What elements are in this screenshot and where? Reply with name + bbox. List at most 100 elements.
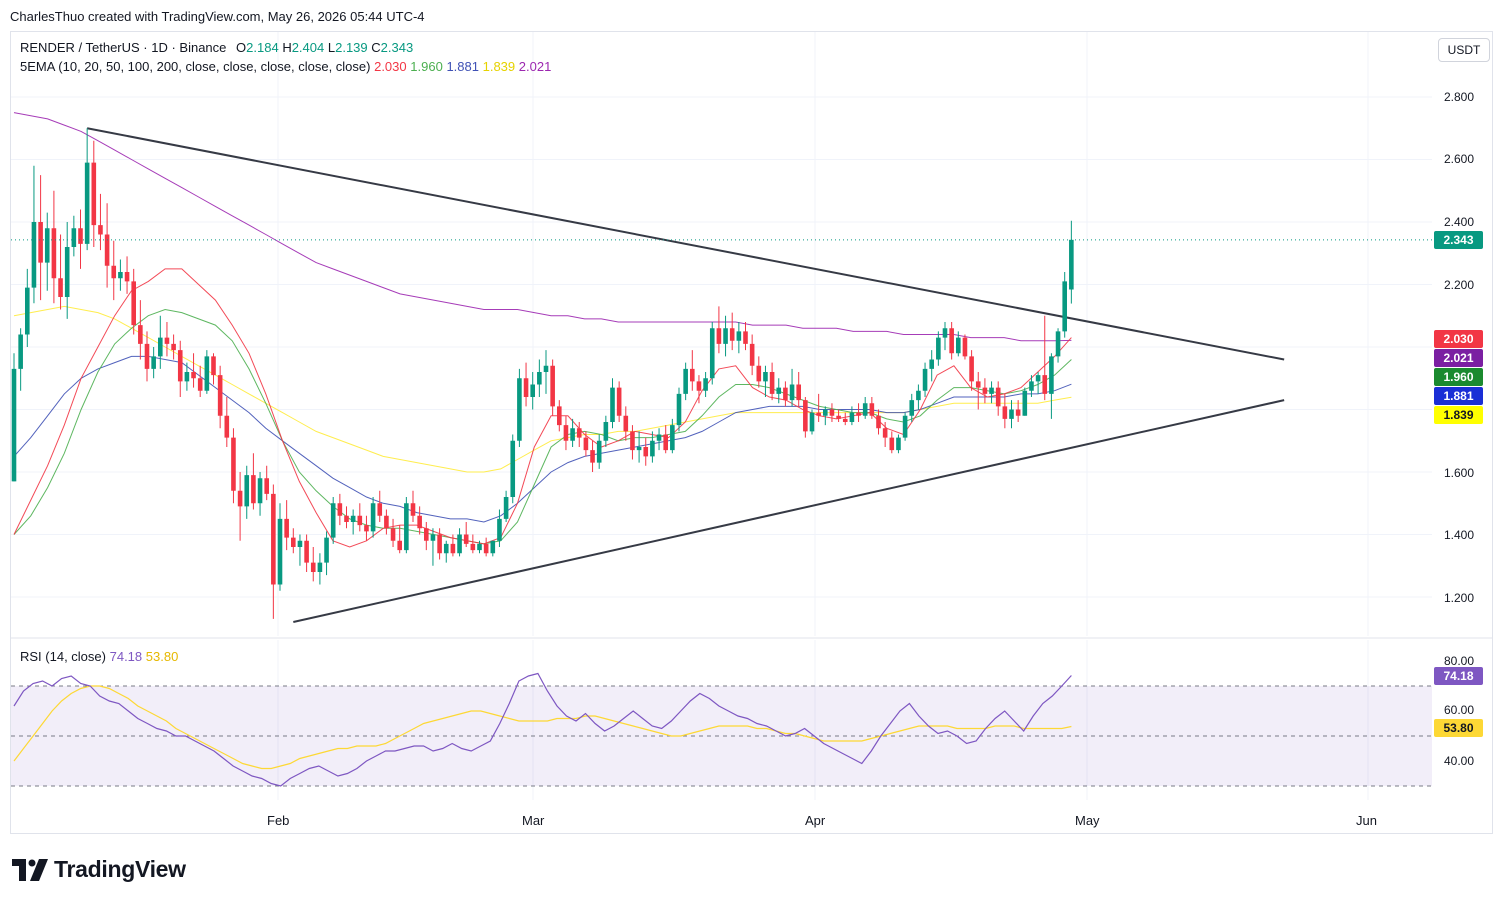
candle-body [1055, 331, 1061, 357]
candle-body [670, 425, 675, 451]
candle-body [144, 343, 150, 369]
candle-body [204, 356, 210, 391]
rsi-label: RSI (14, close) [20, 649, 106, 664]
ema-label: 5EMA (10, 20, 50, 100, 200, close, close… [20, 59, 371, 74]
candle-body [1069, 239, 1074, 290]
rsi-lines [13, 672, 1072, 787]
candle-body [370, 503, 376, 532]
close-value: 2.343 [380, 40, 414, 55]
candle-body [703, 378, 708, 391]
candle-body [969, 356, 974, 382]
candle-body [1009, 409, 1014, 419]
candle-body [1042, 375, 1048, 394]
candle-body [995, 387, 1001, 407]
candle-body [164, 337, 170, 344]
candle-body [158, 337, 163, 357]
candle-body [922, 368, 928, 391]
tradingview-logo[interactable]: TradingView [12, 856, 186, 883]
candle-body [397, 540, 402, 551]
ema20-value: 1.960 [410, 59, 443, 74]
tradingview-logo-icon [12, 858, 48, 881]
candle-body [237, 490, 243, 507]
descending-resistance-trendline [86, 127, 1285, 361]
candle-body [716, 328, 722, 344]
candle-body [563, 425, 569, 441]
candle-body [909, 400, 915, 416]
candle-body [443, 543, 449, 554]
candle-body [324, 537, 329, 563]
candle-body [550, 365, 555, 407]
candle-body [424, 528, 429, 541]
candle-body [151, 356, 156, 369]
currency-button[interactable]: USDT [1438, 38, 1490, 62]
candle-body [18, 334, 23, 369]
candle-body [756, 365, 762, 382]
x-tick-jun: Jun [1356, 813, 1377, 828]
grid [11, 32, 1492, 800]
close-label: C [371, 40, 381, 55]
candle-body [956, 337, 961, 354]
candle-body [929, 359, 934, 369]
ema-legend[interactable]: 5EMA (10, 20, 50, 100, 200, close, close… [20, 59, 551, 74]
candle-body [796, 384, 801, 401]
candle-body [1022, 390, 1028, 416]
candle-body [690, 368, 695, 382]
candle-body [557, 406, 562, 426]
candle-body [437, 534, 442, 554]
chart-frame [10, 31, 1493, 834]
candle-body [876, 415, 881, 429]
candle-body [1029, 381, 1034, 391]
rsi-ma-value: 53.80 [145, 649, 179, 664]
candle-body [803, 400, 808, 432]
candle-body [197, 378, 203, 391]
candle-body [650, 440, 655, 457]
price-tick: 2.800 [1444, 90, 1475, 104]
low-label: L [327, 40, 336, 55]
ema100-tag: 1.839 [1434, 406, 1483, 424]
ema-10-line [13, 268, 1072, 548]
ema-100-line [13, 305, 1072, 473]
ema-200-line [13, 112, 1072, 342]
ema20-tag: 1.960 [1434, 368, 1483, 386]
ema-20-line [13, 308, 1072, 545]
candle-body [244, 475, 250, 507]
candle-body [310, 562, 316, 572]
candle-body [862, 403, 868, 416]
candle-body [58, 278, 63, 297]
candle-body [231, 437, 236, 491]
candle-body [291, 537, 296, 547]
candle-body [630, 431, 635, 451]
candle-body [537, 372, 542, 385]
candle-body [104, 234, 110, 266]
symbol-legend[interactable]: RENDER / TetherUS · 1D · Binance O2.184 … [20, 40, 413, 55]
open-value: 2.184 [246, 40, 279, 55]
low-value: 2.139 [335, 40, 368, 55]
candle-body [590, 450, 595, 463]
rsi-tick: 40.00 [1444, 754, 1475, 768]
candle-body [723, 328, 728, 344]
candle-body [257, 478, 263, 504]
symbol-label: RENDER / TetherUS · 1D · Binance [20, 40, 227, 55]
candle-body [410, 503, 416, 516]
candle-body [975, 381, 981, 388]
candle-body [457, 534, 462, 554]
high-label: H [282, 40, 292, 55]
chart-credit: CharlesThuo created with TradingView.com… [10, 9, 425, 24]
ema-50-line [13, 355, 1072, 523]
candle-body [251, 475, 256, 504]
ema50-value: 1.881 [446, 59, 479, 74]
rsi-legend[interactable]: RSI (14, close) 74.18 53.80 [20, 649, 178, 664]
candle-body [776, 387, 782, 394]
x-tick-mar: Mar [522, 813, 545, 828]
candle-body [1015, 409, 1021, 416]
candle-body [809, 412, 815, 432]
candle-body [596, 440, 602, 463]
x-tick-apr: Apr [805, 813, 826, 828]
candle-body [1035, 375, 1041, 382]
candle-body [450, 543, 456, 554]
rsi-tick: 60.00 [1444, 703, 1475, 717]
candle-body [84, 162, 90, 244]
price-tick: 1.200 [1444, 591, 1475, 605]
candle-body [277, 518, 283, 585]
